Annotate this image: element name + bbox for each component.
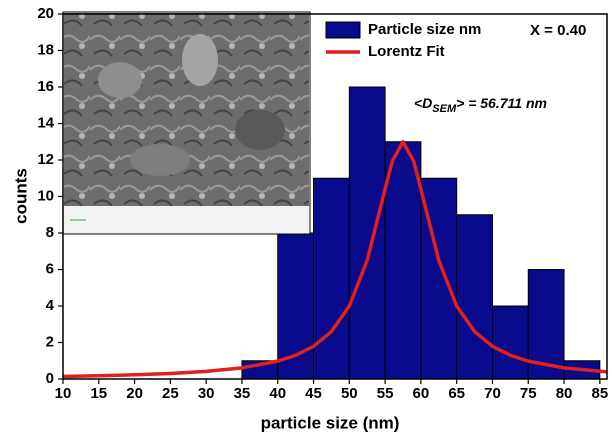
bar <box>385 142 421 379</box>
bar <box>492 306 528 379</box>
y-tick-label: 16 <box>37 78 54 95</box>
legend: Particle size nm Lorentz Fit <box>326 21 481 60</box>
legend-label: Particle size nm <box>368 21 481 38</box>
mean-label-open: <D <box>414 95 432 111</box>
x-tick-label: 40 <box>269 385 286 402</box>
y-tick-label: 10 <box>37 187 54 204</box>
x-tick-label: 75 <box>520 385 537 402</box>
bar <box>349 87 385 379</box>
x-tick-label: 25 <box>162 385 179 402</box>
page: {"chart_data": { "type": "histogram", "x… <box>0 0 612 436</box>
y-tick-label: 20 <box>37 5 54 22</box>
x-tick-label: 45 <box>305 385 322 402</box>
x-tick-label: 85 <box>591 385 608 402</box>
x-tick-label: 20 <box>126 385 143 402</box>
annotation: X = 0.40 <box>530 22 586 39</box>
x-tick-label: 80 <box>556 385 573 402</box>
bar <box>314 178 350 379</box>
y-tick-label: 14 <box>37 114 54 131</box>
y-tick-label: 2 <box>46 333 54 350</box>
mean-label-close: > = 56.711 nm <box>456 95 547 111</box>
y-tick-label: 4 <box>46 297 55 314</box>
y-tick-label: 0 <box>46 370 54 387</box>
x-tick-label: 60 <box>413 385 430 402</box>
y-tick-label: 8 <box>46 224 54 241</box>
x-tick-label: 10 <box>55 385 72 402</box>
y-tick-label: 18 <box>37 41 54 58</box>
legend-label: Lorentz Fit <box>368 43 445 60</box>
x-tick-label: 15 <box>90 385 107 402</box>
x-axis-label: particle size (nm) <box>261 413 400 432</box>
y-tick-label: 12 <box>37 151 54 168</box>
mean-label-sub: SEM <box>432 103 457 115</box>
y-tick-label: 6 <box>46 260 54 277</box>
sem-inset <box>63 12 310 234</box>
x-tick-label: 30 <box>198 385 215 402</box>
bar <box>457 215 493 379</box>
x-tick-label: 65 <box>448 385 465 402</box>
x-tick-label: 70 <box>484 385 501 402</box>
legend-swatch <box>326 22 360 38</box>
mean-label: <DSEM> = 56.711 nm <box>414 95 547 115</box>
y-axis-label: counts <box>11 168 30 224</box>
chart: counts particle size (nm) X = 0.40 <DSEM… <box>0 0 612 436</box>
x-tick-label: 35 <box>234 385 251 402</box>
x-tick-label: 50 <box>341 385 358 402</box>
x-tick-label: 55 <box>377 385 394 402</box>
